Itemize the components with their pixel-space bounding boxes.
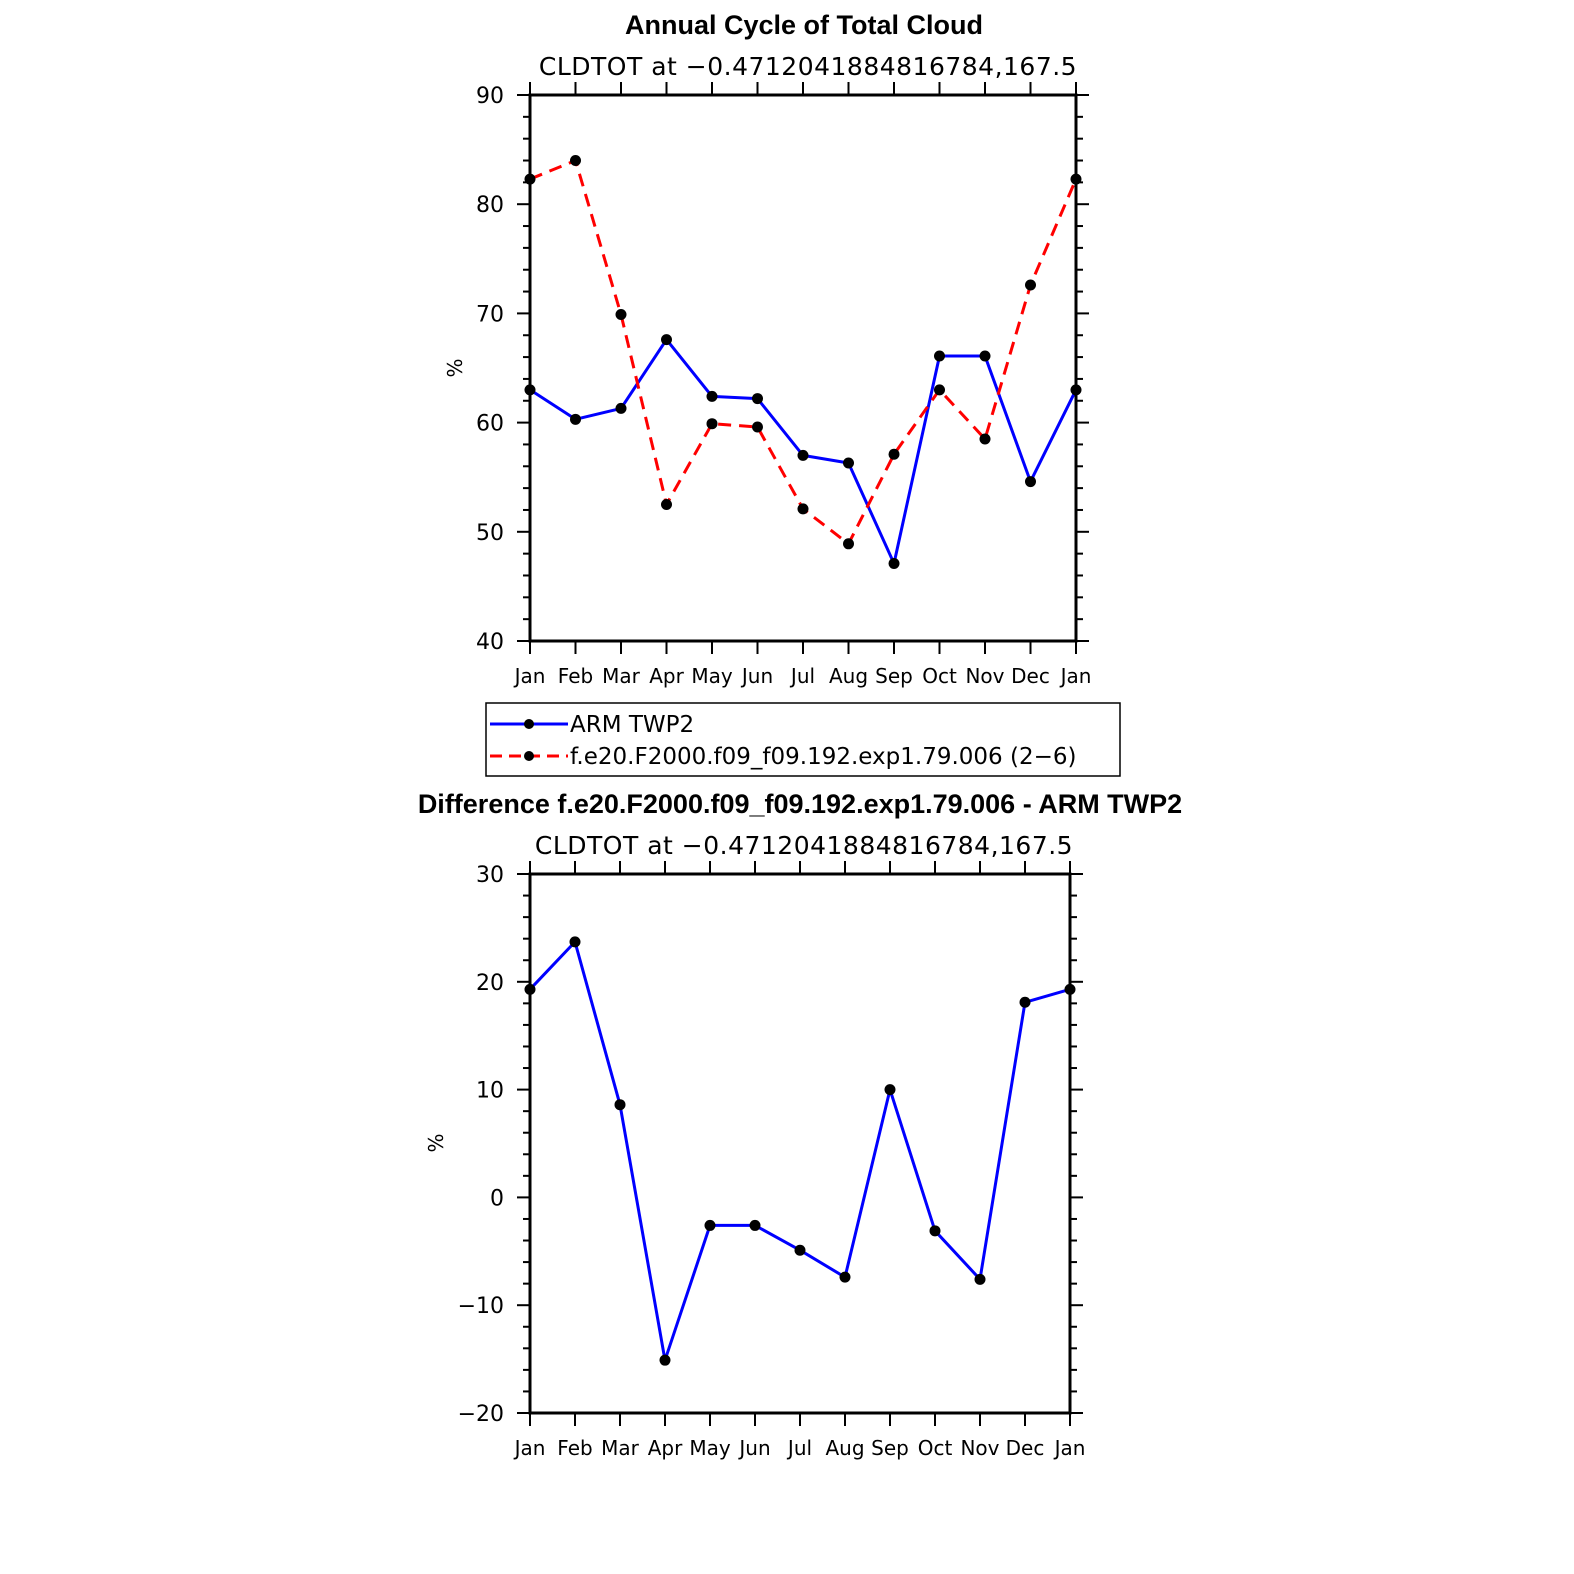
data-point (888, 448, 900, 460)
x-tick-label: Jul (786, 1436, 812, 1460)
x-tick-label: Nov (960, 1436, 999, 1460)
y-tick-label: −20 (458, 1402, 504, 1427)
difference-series-lines (528, 940, 1071, 1362)
data-point (888, 557, 900, 569)
x-tick-label: Jan (1059, 664, 1092, 688)
annual-cycle-ticks: 40 50 60 70 80 90 Jan Feb Mar Apr May Jun Jul Aug Sep O… (476, 82, 1091, 688)
legend-model-marker (524, 751, 534, 761)
legend-box (485, 702, 1121, 777)
x-tick-label: Jan (513, 1436, 546, 1460)
x-tick-label: Mar (602, 664, 641, 688)
data-point (1025, 279, 1036, 291)
annual-cycle-series-lines (529, 159, 1078, 565)
legend: ARM TWP2 f.e20.F2000.f09_f09.192.exp1.79… (485, 702, 1121, 777)
x-tick-label: Feb (558, 664, 593, 688)
series-line-0 (528, 940, 1071, 1362)
x-tick-label: Dec (1006, 1436, 1045, 1460)
legend-arm-label: ARM TWP2 (570, 712, 694, 738)
x-tick-label: Nov (965, 664, 1004, 688)
data-point (979, 350, 991, 362)
y-tick-label: 60 (476, 412, 504, 437)
data-point (615, 402, 627, 414)
y-tick-label: 70 (476, 302, 504, 327)
data-point (570, 413, 581, 425)
data-point (752, 393, 763, 405)
y-tick-label: 30 (476, 863, 504, 888)
difference-ticks: −20 −10 0 10 20 30 Jan Feb Mar Apr May Jun Jul Aug Sep… (458, 861, 1086, 1460)
annual-cycle-points (524, 155, 1082, 569)
x-tick-label: Jan (1053, 1436, 1086, 1460)
difference-points (524, 936, 1076, 1366)
annual-cycle-panel: Annual Cycle of Total Cloud CLDTOT at −0… (443, 10, 1091, 688)
data-point (1019, 996, 1031, 1008)
x-tick-label: Mar (601, 1436, 640, 1460)
x-tick-label: Jun (740, 664, 773, 688)
data-point (661, 499, 672, 510)
data-point (839, 1271, 851, 1283)
data-point (974, 1273, 986, 1285)
x-tick-label: Sep (871, 1436, 909, 1460)
data-point (615, 308, 627, 320)
x-tick-label: Apr (648, 1436, 683, 1460)
x-tick-label: Jan (513, 664, 546, 688)
data-point (661, 334, 672, 346)
data-point (749, 1219, 761, 1231)
y-tick-label: 40 (476, 630, 504, 655)
y-tick-label: −10 (458, 1294, 504, 1319)
x-tick-label: Oct (918, 1436, 953, 1460)
series-line-1 (529, 159, 1078, 546)
data-point (884, 1084, 896, 1096)
y-tick-label: 0 (490, 1186, 504, 1211)
x-tick-label: Jun (737, 1436, 770, 1460)
annual-cycle-subtitle: CLDTOT at −0.4712041884816784,167.5 (539, 52, 1077, 81)
x-tick-label: Sep (875, 664, 913, 688)
data-point (797, 449, 809, 461)
data-point (934, 350, 945, 362)
difference-plot-frame (528, 872, 1072, 1415)
y-tick-label: 20 (476, 971, 504, 996)
data-point (704, 1219, 716, 1231)
data-point (752, 421, 763, 433)
annual-cycle-plot-frame (528, 93, 1078, 643)
y-tick-label: 80 (476, 193, 504, 218)
y-tick-label: 50 (476, 521, 504, 546)
data-point (1025, 476, 1036, 488)
data-point (979, 433, 991, 445)
legend-model-label: f.e20.F2000.f09_f09.192.exp1.79.006 (2−6… (570, 744, 1076, 770)
difference-y-axis-label: % (424, 1133, 448, 1152)
data-point (797, 503, 809, 515)
x-tick-label: Aug (829, 664, 868, 688)
x-tick-label: Oct (922, 664, 957, 688)
annual-cycle-y-axis-label: % (443, 358, 467, 377)
data-point (794, 1244, 806, 1256)
x-tick-label: Aug (825, 1436, 864, 1460)
data-point (929, 1225, 941, 1237)
x-tick-label: Jul (789, 664, 815, 688)
difference-panel: Difference f.e20.F2000.f09_f09.192.exp1.… (418, 789, 1182, 1460)
x-tick-label: Feb (557, 1436, 592, 1460)
data-point (569, 936, 581, 948)
data-point (706, 418, 718, 430)
x-tick-label: May (689, 1436, 731, 1460)
data-point (614, 1099, 626, 1111)
x-tick-label: Dec (1011, 664, 1050, 688)
annual-cycle-title: Annual Cycle of Total Cloud (625, 10, 983, 40)
data-point (934, 384, 945, 396)
x-tick-label: Apr (649, 664, 684, 688)
y-tick-label: 90 (476, 84, 504, 109)
data-point (706, 390, 718, 402)
difference-title: Difference f.e20.F2000.f09_f09.192.exp1.… (418, 789, 1182, 819)
x-tick-label: May (691, 664, 733, 688)
data-point (843, 457, 854, 469)
data-point (843, 538, 854, 550)
data-point (659, 1354, 671, 1366)
y-tick-label: 10 (476, 1079, 504, 1104)
difference-subtitle: CLDTOT at −0.4712041884816784,167.5 (535, 831, 1073, 860)
data-point (570, 155, 581, 167)
legend-arm-marker (524, 719, 534, 729)
